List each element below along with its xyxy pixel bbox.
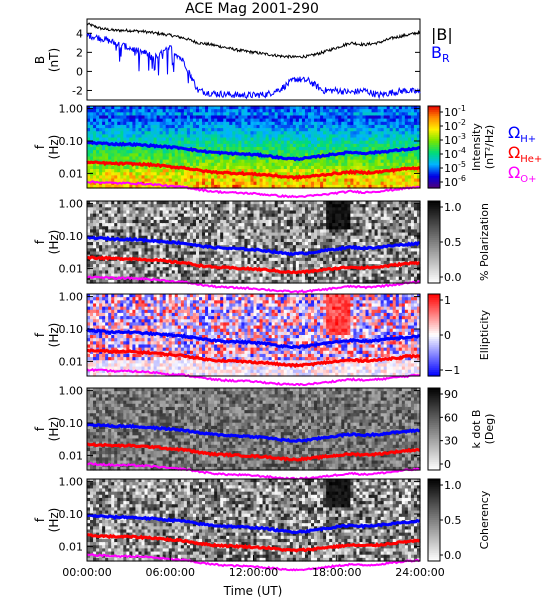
y-tick-label: 0.01 [59, 167, 84, 180]
panel-b-tick-label: 4 [76, 27, 83, 40]
colorbar-tick-label: 10-5 [444, 160, 466, 175]
y-axis-unit: (Hz) [47, 135, 61, 160]
heatmap-polarization [87, 201, 421, 284]
colorbar-tick-label: 10-4 [444, 146, 466, 161]
colorbar-tick-label: 10-1 [444, 104, 466, 119]
legend-br-label: BR [431, 43, 450, 65]
y-tick-label: 1.00 [59, 103, 84, 116]
colorbar-label: Intensity [470, 123, 483, 171]
panel-b-yunit: (nT) [47, 48, 61, 72]
spectrogram-panels: 1.00 0.10 0.01 f (Hz) 10-110-210-310-410-510-… [33, 103, 496, 571]
panel-polarization: 1.000.100.01f (Hz)1.00.50.0% Polarization [33, 198, 491, 293]
colorbar-tick-label: 10-6 [444, 174, 466, 189]
panel-b-tick-label: -2 [72, 84, 83, 97]
colorbar-unit: (nT²/Hz) [483, 125, 496, 169]
legend-b-label: |B| [431, 25, 453, 44]
panel-b-tick-label: 2 [76, 46, 83, 59]
panel-b-ylabel: B [33, 56, 47, 64]
colorbar-intensity: 10-110-210-310-410-510-6 Intensity (nT²/Hz… [428, 104, 496, 189]
y-tick-label: 0.10 [59, 135, 84, 148]
colorbar-tick-label: 10-3 [444, 132, 466, 147]
chart-title: ACE Mag 2001-290 [185, 1, 319, 17]
panel-b: 4 2 0 -2 B (nT) |B| BR [33, 19, 453, 100]
colorbar-tick-label: 10-2 [444, 118, 466, 133]
heatmap-intensity [87, 106, 421, 189]
panel-b-tick-label: 0 [76, 65, 83, 78]
y-axis-label: f [33, 144, 47, 149]
panel-intensity: 1.00 0.10 0.01 f (Hz) 10-110-210-310-410-510-… [33, 103, 496, 198]
